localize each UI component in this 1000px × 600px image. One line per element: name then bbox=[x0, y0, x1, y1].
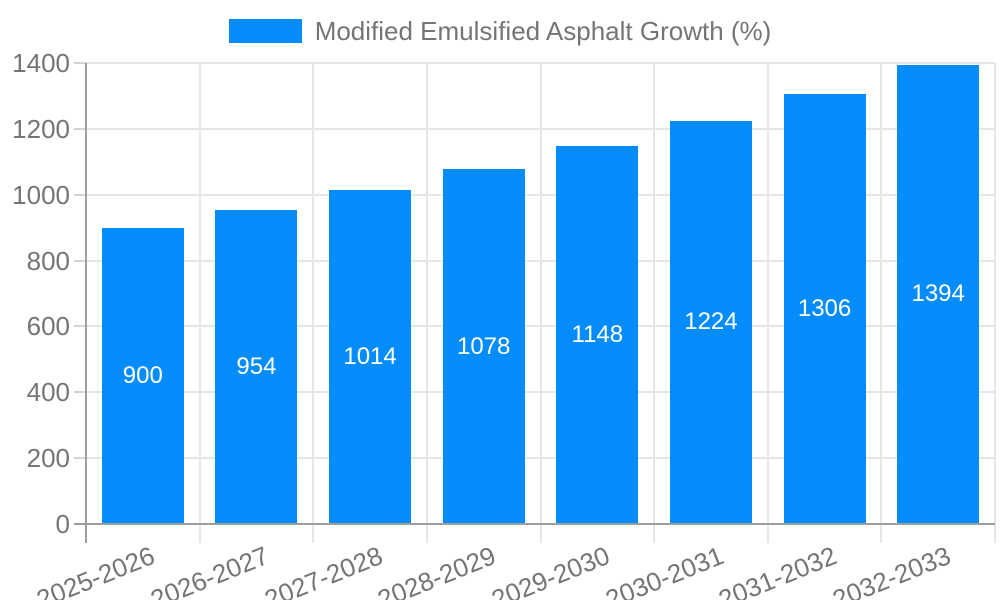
y-axis-tick bbox=[74, 325, 86, 328]
bar: 1394 bbox=[897, 64, 980, 524]
legend-swatch-icon bbox=[228, 19, 302, 43]
y-axis-tick bbox=[74, 457, 86, 460]
bar: 1306 bbox=[783, 93, 866, 524]
x-tick-label: 2027-2028 bbox=[260, 540, 387, 600]
bar: 1224 bbox=[669, 120, 752, 524]
y-tick-label: 1400 bbox=[12, 48, 70, 78]
y-tick-label: 200 bbox=[26, 443, 70, 474]
bar-value-label: 1078 bbox=[456, 332, 511, 360]
grid-line-x bbox=[994, 63, 996, 543]
grid-line-x bbox=[539, 63, 542, 543]
bar: 1014 bbox=[329, 190, 412, 524]
x-tick-label: 2030-2031 bbox=[600, 540, 728, 600]
y-axis-tick bbox=[74, 193, 86, 196]
x-tick-label: 2025-2026 bbox=[32, 540, 160, 600]
y-axis-tick bbox=[74, 62, 86, 64]
bar: 900 bbox=[101, 227, 184, 524]
bar: 1148 bbox=[556, 145, 639, 524]
bar-value-label: 900 bbox=[122, 361, 163, 389]
y-tick-label: 400 bbox=[26, 377, 70, 408]
x-tick-label: 2028-2029 bbox=[373, 540, 501, 600]
grid-line-x bbox=[880, 63, 883, 543]
bar-value-label: 1014 bbox=[343, 343, 397, 371]
y-tick-label: 1000 bbox=[12, 179, 70, 210]
x-tick-label: 2031-2032 bbox=[714, 540, 842, 600]
x-tick-label: 2029-2030 bbox=[487, 540, 614, 600]
y-axis-tick bbox=[74, 259, 86, 262]
grid-line-x bbox=[653, 63, 656, 543]
x-axis-line bbox=[74, 523, 995, 525]
bar: 954 bbox=[215, 209, 298, 524]
bar-value-label: 1224 bbox=[684, 308, 738, 336]
grid-line-x bbox=[312, 63, 315, 543]
grid-line-x bbox=[198, 63, 201, 543]
x-tick-label: 2032-2033 bbox=[828, 540, 955, 600]
bar-value-label: 954 bbox=[236, 352, 277, 380]
legend-item[interactable]: Modified Emulsified Asphalt Growth (%) bbox=[0, 16, 1000, 46]
y-axis-tick bbox=[74, 391, 86, 394]
bar-value-label: 1394 bbox=[911, 280, 965, 308]
x-tick-label: 2026-2027 bbox=[146, 540, 273, 600]
y-tick-label: 0 bbox=[55, 509, 70, 539]
y-tick-label: 600 bbox=[26, 311, 70, 342]
bar-value-label: 1148 bbox=[571, 320, 624, 348]
y-tick-label: 1200 bbox=[12, 113, 70, 144]
bar: 1078 bbox=[442, 169, 525, 524]
grid-line-x bbox=[766, 63, 769, 543]
y-axis-tick bbox=[74, 127, 86, 130]
y-axis-line bbox=[85, 63, 87, 543]
y-tick-label: 800 bbox=[26, 245, 70, 276]
bar-value-label: 1306 bbox=[797, 294, 852, 322]
legend-label: Modified Emulsified Asphalt Growth (%) bbox=[314, 16, 772, 46]
grid-line-x bbox=[425, 63, 428, 543]
